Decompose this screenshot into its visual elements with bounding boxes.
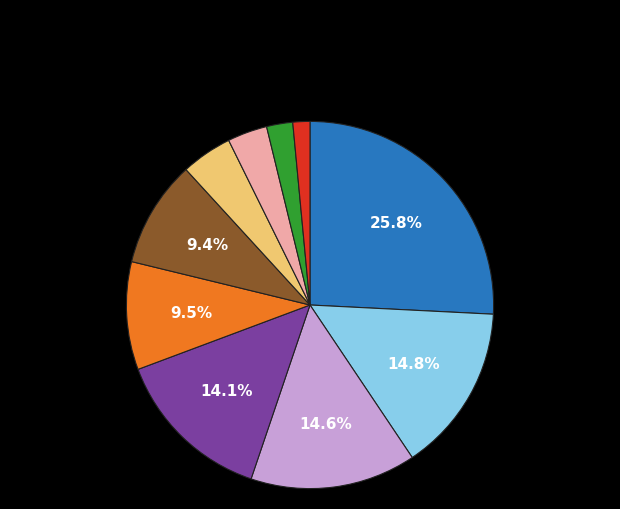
Wedge shape xyxy=(126,262,310,370)
Text: 9.5%: 9.5% xyxy=(170,305,212,320)
Wedge shape xyxy=(131,170,310,305)
Wedge shape xyxy=(267,123,310,305)
Text: 9.4%: 9.4% xyxy=(186,237,228,252)
Text: 14.6%: 14.6% xyxy=(299,416,352,431)
Wedge shape xyxy=(229,127,310,305)
Wedge shape xyxy=(186,141,310,305)
Wedge shape xyxy=(310,122,494,315)
Wedge shape xyxy=(310,305,494,458)
Legend: £300k-£400k, £250k-£300k, £400k-£500k, £500k-£750k, £150k-£200k, £200k-£250k, £1: £300k-£400k, £250k-£300k, £400k-£500k, £… xyxy=(94,0,526,6)
Text: 14.1%: 14.1% xyxy=(201,383,253,399)
Wedge shape xyxy=(138,305,310,479)
Wedge shape xyxy=(251,305,412,489)
Wedge shape xyxy=(293,122,310,305)
Text: 25.8%: 25.8% xyxy=(370,216,423,231)
Text: 14.8%: 14.8% xyxy=(388,357,440,372)
